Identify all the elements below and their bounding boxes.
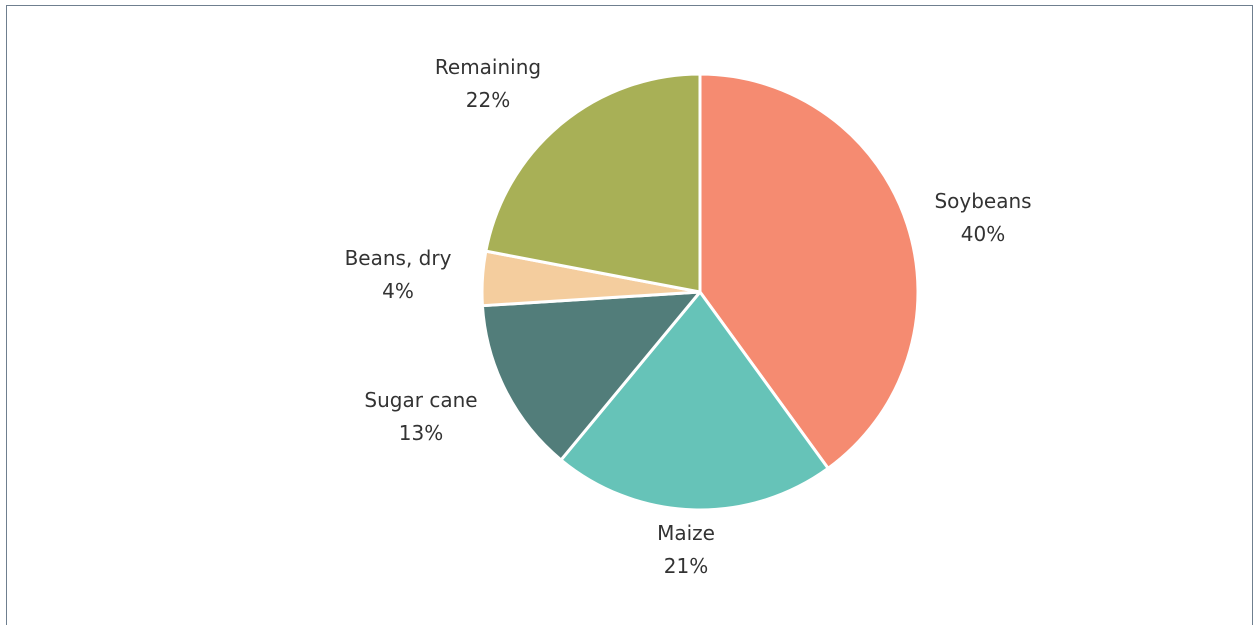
pie-slice-soybeans: [698, 72, 920, 470]
slice-percent-maize: 21%: [664, 554, 708, 578]
slice-label-soybeans: Soybeans: [934, 189, 1031, 213]
pie-slices: [480, 72, 920, 512]
pie-slice-remaining: [484, 72, 702, 294]
pie-labels: Soybeans 40% Maize 21% Sugar cane 13% Beans, d…: [345, 55, 1032, 578]
slice-label-remaining: Remaining: [435, 55, 541, 79]
slice-percent-sugar-cane: 13%: [399, 421, 443, 445]
pie-slice-sugar-cane: [480, 290, 702, 462]
slice-label-beans-dry: Beans, dry: [345, 246, 452, 270]
slice-label-maize: Maize: [657, 521, 715, 545]
slice-percent-remaining: 22%: [466, 88, 510, 112]
pie-slice-maize: [559, 290, 830, 512]
slice-percent-soybeans: 40%: [961, 222, 1005, 246]
slice-percent-beans-dry: 4%: [382, 279, 414, 303]
slice-label-sugar-cane: Sugar cane: [364, 388, 477, 412]
